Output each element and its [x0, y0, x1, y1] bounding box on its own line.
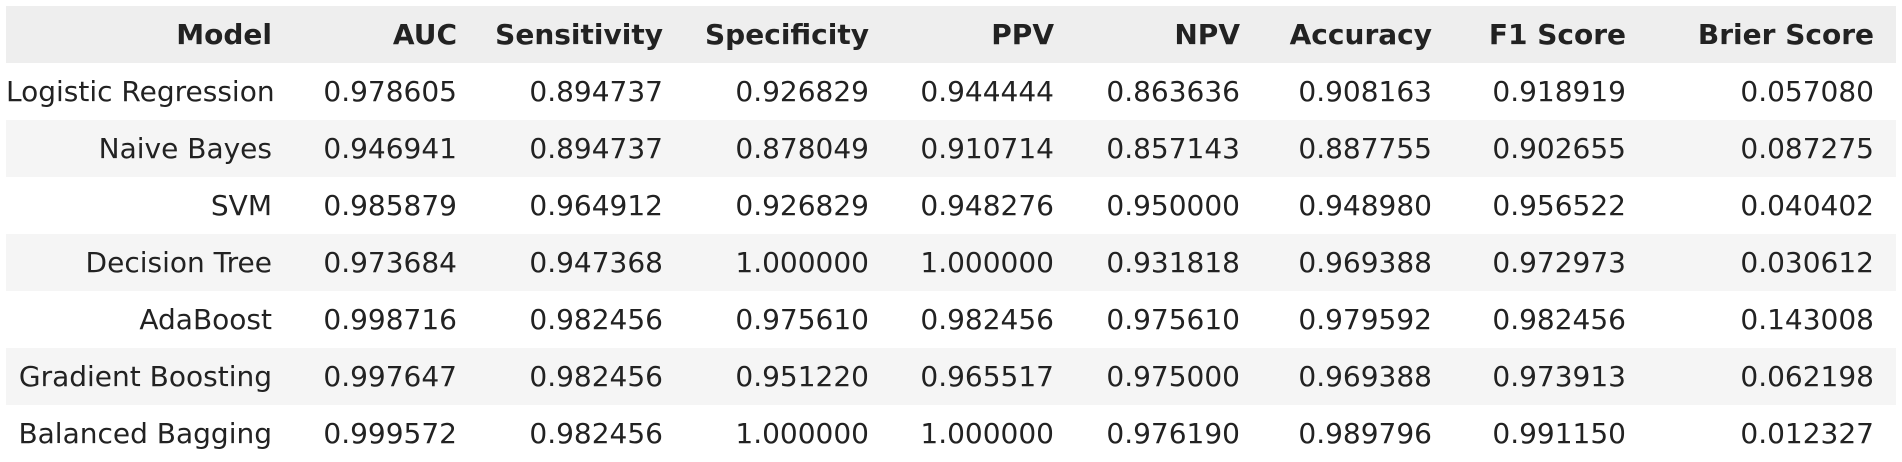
cell-f1-score: 0.972973	[1454, 234, 1648, 291]
cell-auc: 0.978605	[294, 63, 479, 120]
header-row: Model AUC Sensitivity Specificity PPV NP…	[6, 6, 1896, 63]
cell-npv: 0.931818	[1076, 234, 1262, 291]
cell-specificity: 0.878049	[685, 120, 891, 177]
cell-ppv: 0.944444	[891, 63, 1076, 120]
cell-auc: 0.946941	[294, 120, 479, 177]
cell-accuracy: 0.969388	[1262, 348, 1454, 405]
cell-auc: 0.985879	[294, 177, 479, 234]
cell-model: Logistic Regression	[6, 63, 294, 120]
header-npv[interactable]: NPV	[1076, 6, 1262, 63]
cell-model: SVM	[6, 177, 294, 234]
table-body: Logistic Regression 0.978605 0.894737 0.926…	[6, 63, 1896, 462]
cell-sensitivity: 0.894737	[479, 63, 685, 120]
cell-model: Gradient Boosting	[6, 348, 294, 405]
cell-ppv: 0.965517	[891, 348, 1076, 405]
cell-sensitivity: 0.894737	[479, 120, 685, 177]
cell-auc: 0.999572	[294, 405, 479, 462]
cell-accuracy: 0.887755	[1262, 120, 1454, 177]
cell-ppv: 1.000000	[891, 234, 1076, 291]
table-row: Gradient Boosting 0.997647 0.982456 0.95122…	[6, 348, 1896, 405]
model-metrics-table: Model AUC Sensitivity Specificity PPV NP…	[6, 6, 1896, 462]
table-row: Balanced Bagging 0.999572 0.982456 1.000000…	[6, 405, 1896, 462]
header-ppv[interactable]: PPV	[891, 6, 1076, 63]
cell-model: Decision Tree	[6, 234, 294, 291]
cell-accuracy: 0.948980	[1262, 177, 1454, 234]
cell-specificity: 1.000000	[685, 405, 891, 462]
cell-auc: 0.973684	[294, 234, 479, 291]
cell-brier-score: 0.040402	[1648, 177, 1896, 234]
cell-specificity: 0.975610	[685, 291, 891, 348]
metrics-table-container: Model AUC Sensitivity Specificity PPV NP…	[6, 6, 1896, 462]
cell-f1-score: 0.918919	[1454, 63, 1648, 120]
cell-npv: 0.976190	[1076, 405, 1262, 462]
cell-model: Naive Bayes	[6, 120, 294, 177]
header-f1-score[interactable]: F1 Score	[1454, 6, 1648, 63]
cell-sensitivity: 0.982456	[479, 291, 685, 348]
cell-sensitivity: 0.947368	[479, 234, 685, 291]
cell-npv: 0.950000	[1076, 177, 1262, 234]
cell-auc: 0.997647	[294, 348, 479, 405]
cell-npv: 0.975610	[1076, 291, 1262, 348]
cell-sensitivity: 0.964912	[479, 177, 685, 234]
header-brier-score[interactable]: Brier Score	[1648, 6, 1896, 63]
table-row: AdaBoost 0.998716 0.982456 0.975610 0.982456…	[6, 291, 1896, 348]
cell-specificity: 1.000000	[685, 234, 891, 291]
cell-brier-score: 0.143008	[1648, 291, 1896, 348]
cell-ppv: 1.000000	[891, 405, 1076, 462]
cell-npv: 0.975000	[1076, 348, 1262, 405]
cell-auc: 0.998716	[294, 291, 479, 348]
cell-brier-score: 0.030612	[1648, 234, 1896, 291]
header-specificity[interactable]: Specificity	[685, 6, 891, 63]
cell-ppv: 0.948276	[891, 177, 1076, 234]
cell-brier-score: 0.062198	[1648, 348, 1896, 405]
cell-brier-score: 0.087275	[1648, 120, 1896, 177]
cell-ppv: 0.982456	[891, 291, 1076, 348]
cell-brier-score: 0.012327	[1648, 405, 1896, 462]
table-row: Naive Bayes 0.946941 0.894737 0.878049 0.910…	[6, 120, 1896, 177]
table-row: Decision Tree 0.973684 0.947368 1.000000 1.0…	[6, 234, 1896, 291]
cell-specificity: 0.926829	[685, 63, 891, 120]
cell-specificity: 0.926829	[685, 177, 891, 234]
cell-npv: 0.857143	[1076, 120, 1262, 177]
cell-model: Balanced Bagging	[6, 405, 294, 462]
cell-f1-score: 0.982456	[1454, 291, 1648, 348]
cell-f1-score: 0.902655	[1454, 120, 1648, 177]
header-accuracy[interactable]: Accuracy	[1262, 6, 1454, 63]
table-row: Logistic Regression 0.978605 0.894737 0.926…	[6, 63, 1896, 120]
cell-accuracy: 0.969388	[1262, 234, 1454, 291]
header-sensitivity[interactable]: Sensitivity	[479, 6, 685, 63]
table-header: Model AUC Sensitivity Specificity PPV NP…	[6, 6, 1896, 63]
cell-f1-score: 0.991150	[1454, 405, 1648, 462]
cell-f1-score: 0.973913	[1454, 348, 1648, 405]
cell-sensitivity: 0.982456	[479, 348, 685, 405]
cell-npv: 0.863636	[1076, 63, 1262, 120]
cell-sensitivity: 0.982456	[479, 405, 685, 462]
header-auc[interactable]: AUC	[294, 6, 479, 63]
cell-brier-score: 0.057080	[1648, 63, 1896, 120]
cell-accuracy: 0.908163	[1262, 63, 1454, 120]
cell-ppv: 0.910714	[891, 120, 1076, 177]
cell-accuracy: 0.989796	[1262, 405, 1454, 462]
table-row: SVM 0.985879 0.964912 0.926829 0.948276 0.950…	[6, 177, 1896, 234]
cell-specificity: 0.951220	[685, 348, 891, 405]
cell-model: AdaBoost	[6, 291, 294, 348]
cell-f1-score: 0.956522	[1454, 177, 1648, 234]
header-model[interactable]: Model	[6, 6, 294, 63]
cell-accuracy: 0.979592	[1262, 291, 1454, 348]
